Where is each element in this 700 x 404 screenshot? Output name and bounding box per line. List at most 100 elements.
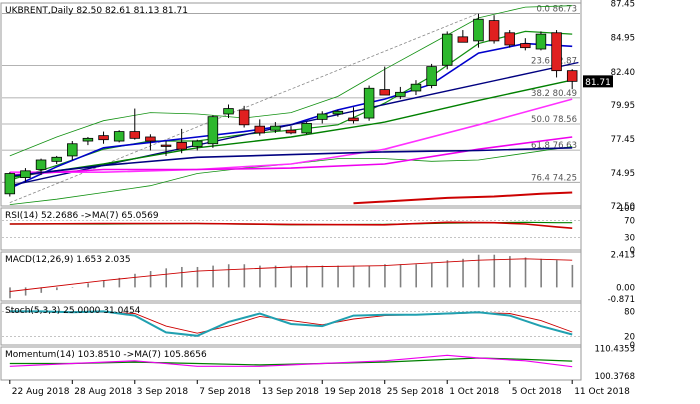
macd-histogram-bar bbox=[368, 265, 371, 288]
candle-body bbox=[410, 83, 422, 92]
chart-header: UKBRENT,Daily 82.50 82.61 81.13 81.71 bbox=[5, 6, 188, 16]
candle-body bbox=[176, 141, 187, 150]
macd-histogram-bar bbox=[321, 265, 324, 288]
candle-body bbox=[207, 116, 219, 145]
macd-histogram-bar bbox=[337, 265, 339, 288]
x-tick-label: 22 Aug 2018 bbox=[12, 387, 70, 397]
macd-histogram-bar bbox=[165, 268, 168, 288]
momentum-title: Momentum(14) 103.8510 ->MA(7) 105.8656 bbox=[5, 350, 207, 360]
macd-histogram-bar bbox=[399, 264, 402, 288]
overlay-line bbox=[9, 147, 573, 177]
macd-histogram-bar bbox=[40, 287, 43, 293]
x-tick-label: 13 Sep 2018 bbox=[262, 387, 319, 397]
candle-body bbox=[426, 66, 437, 86]
macd-histogram-bar bbox=[306, 265, 308, 288]
candle-body bbox=[363, 87, 375, 119]
momentum-tick-label: 110.4353 bbox=[594, 345, 635, 355]
macd-histogram-bar bbox=[196, 266, 199, 288]
price-tick-label: 72.50 bbox=[611, 202, 635, 212]
candle-body bbox=[551, 32, 562, 72]
overlay-line bbox=[9, 136, 573, 176]
fib-level-label: 76.4 74.25 bbox=[531, 173, 577, 183]
macd-histogram-bar bbox=[181, 266, 183, 288]
macd-tick-label: -0.871 bbox=[608, 295, 635, 305]
x-tick-label: 1 Oct 2018 bbox=[449, 387, 499, 397]
macd-histogram-bar bbox=[56, 287, 58, 291]
candle-body bbox=[535, 33, 547, 50]
stoch-tick-label: 80 bbox=[624, 307, 635, 317]
macd-histogram-bar bbox=[524, 257, 527, 288]
candle-body bbox=[348, 117, 359, 122]
stoch-title: Stoch(5,3,3) 25.0000 31.0454 bbox=[5, 306, 141, 316]
candle-body bbox=[254, 125, 265, 134]
macd-histogram-bar bbox=[477, 254, 480, 288]
macd-histogram-bar bbox=[118, 277, 121, 288]
candle-body bbox=[113, 131, 125, 142]
momentum-panel-frame bbox=[0, 346, 582, 381]
fib-level-label: 61.8 76.63 bbox=[531, 141, 577, 151]
candle-body bbox=[488, 20, 500, 42]
candle-body bbox=[285, 129, 297, 134]
candle-body bbox=[98, 135, 109, 141]
candle-body bbox=[20, 170, 31, 178]
macd-histogram-bar bbox=[555, 260, 558, 288]
rsi-tick-label: 70 bbox=[624, 217, 635, 227]
candle-body bbox=[192, 140, 203, 147]
candle-body bbox=[223, 108, 234, 115]
overlay-line bbox=[9, 98, 573, 173]
macd-histogram-bar bbox=[9, 287, 11, 299]
candle-body bbox=[51, 156, 62, 162]
last-price-label: 81.71 bbox=[585, 78, 611, 88]
rsi-tick-label: 0 bbox=[630, 246, 635, 256]
macd-histogram-bar bbox=[24, 287, 27, 296]
overlay-line bbox=[9, 79, 573, 179]
macd-histogram-bar bbox=[540, 258, 542, 288]
macd-title: MACD(12,26,9) 1.653 2.035 bbox=[5, 255, 131, 265]
macd-histogram-bar bbox=[274, 265, 277, 288]
rsi-line bbox=[9, 221, 573, 229]
x-tick-label: 7 Sep 2018 bbox=[199, 387, 251, 397]
candle-body bbox=[332, 110, 344, 115]
candle-body bbox=[35, 159, 47, 170]
price-panel-frame bbox=[0, 2, 582, 207]
candle-body bbox=[441, 33, 453, 66]
macd-histogram-bar bbox=[149, 271, 152, 288]
candle-body bbox=[129, 131, 141, 139]
momentum-tick-label: 100.3768 bbox=[594, 372, 635, 382]
stoch-k-line bbox=[9, 310, 573, 337]
price-tick-label: 77.45 bbox=[611, 135, 635, 145]
macd-histogram-bar bbox=[415, 264, 417, 288]
macd-histogram-bar bbox=[102, 280, 105, 288]
rsi-title: RSI(14) 52.2686 ->MA(7) 65.0569 bbox=[5, 211, 159, 221]
candle-body bbox=[145, 136, 156, 142]
macd-histogram-bar bbox=[509, 256, 511, 288]
macd-panel-frame bbox=[0, 251, 582, 302]
fib-level-label: 38.2 80.49 bbox=[531, 89, 577, 99]
rsi-panel-frame bbox=[0, 207, 582, 251]
stoch-panel-frame bbox=[0, 302, 582, 346]
macd-histogram-bar bbox=[259, 265, 261, 288]
macd-histogram-bar bbox=[71, 287, 74, 288]
rsi-tick-label: 30 bbox=[624, 233, 635, 243]
candle-body bbox=[67, 143, 78, 157]
candle-body bbox=[395, 91, 406, 97]
momentum-line bbox=[9, 354, 573, 368]
candle-body bbox=[270, 125, 281, 131]
macd-histogram-bar bbox=[134, 273, 136, 288]
candle-body bbox=[520, 43, 531, 49]
price-tick-label: 87.45 bbox=[611, 0, 635, 10]
macd-histogram-bar bbox=[384, 264, 386, 288]
macd-histogram-bar bbox=[243, 264, 246, 288]
price-tick-label: 74.95 bbox=[611, 169, 635, 179]
price-tick-label: 79.95 bbox=[611, 101, 635, 111]
macd-signal-line bbox=[9, 258, 573, 292]
overlay-line bbox=[353, 191, 573, 205]
candle-body bbox=[317, 113, 328, 120]
candle-body bbox=[238, 109, 250, 126]
rsi-tick-label: 100 bbox=[619, 204, 635, 214]
x-tick-label: 25 Sep 2018 bbox=[387, 387, 444, 397]
candle-body bbox=[4, 173, 16, 195]
fib-level-label: 0.0 86.73 bbox=[536, 4, 577, 14]
